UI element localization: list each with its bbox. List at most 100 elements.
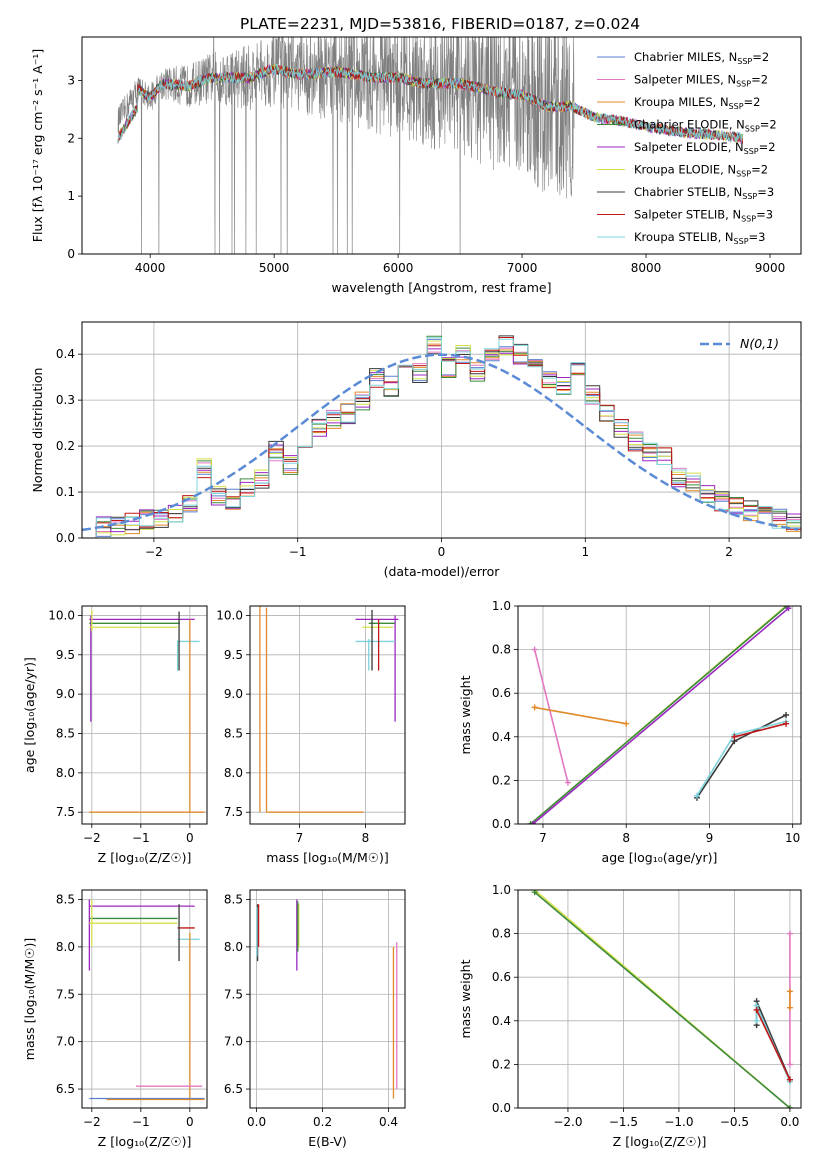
y-axis-label: Normed distribution (30, 368, 45, 493)
legend-label: Salpeter STELIB, NSSP=3 (634, 208, 773, 224)
weight-line (529, 606, 788, 824)
plot-area-spectrum (117, 37, 744, 254)
normal-curve (82, 353, 799, 532)
x-tick-label: 9 (706, 831, 714, 845)
y-tick-label: 9.0 (224, 687, 243, 701)
y-axis-label: mass weight (458, 675, 473, 754)
y-tick-label: 0.4 (492, 730, 511, 744)
legend-label: Salpeter ELODIE, NSSP=2 (634, 140, 776, 156)
x-tick-label: 6000 (383, 261, 414, 275)
y-tick-label: 7.5 (56, 987, 75, 1001)
legend-label: N(0,1) (740, 336, 779, 351)
data-point (786, 1061, 793, 1068)
x-tick-label: −0.5 (720, 1115, 749, 1129)
x-axis-label: E(B-V) (308, 1134, 347, 1149)
x-tick-label: −2 (83, 831, 101, 845)
legend-rest: =2 (760, 118, 777, 132)
y-tick-label: 0.8 (492, 643, 511, 657)
weight-line (755, 1009, 791, 1081)
axes-weight_vs_age: 7 8 9 10 0.0 0.2 0.4 0.6 0.8 1.0 age [log₁₀(age/yr… (458, 599, 802, 865)
y-tick-label: 8.0 (56, 940, 75, 954)
x-axis-label: age [log₁₀(age/yr)] (602, 850, 718, 865)
data-point (753, 1017, 760, 1024)
y-tick-label: 7.0 (224, 1035, 243, 1049)
observed-spectrum (117, 37, 575, 254)
y-axis-label: age [log₁₀(age/yr)] (22, 657, 37, 773)
residual-histogram (82, 337, 801, 538)
data-point (527, 821, 534, 824)
y-axis-label: mass [log₁₀(M/M☉)] (22, 938, 37, 1060)
x-axis-label: Z [log₁₀(Z/Z☉)] (613, 1134, 707, 1149)
y-tick-label: 1.0 (492, 599, 511, 613)
x-tick-label: 0 (438, 545, 446, 559)
weight-line (734, 722, 787, 738)
x-tick-label: 0 (186, 1115, 194, 1129)
y-tick-label: 10.0 (216, 608, 243, 622)
data-point (564, 779, 571, 786)
y-tick-label: 8.5 (224, 726, 243, 740)
y-tick-label: 3 (67, 73, 75, 87)
data-point (693, 792, 700, 799)
y-axis-label: mass weight (458, 959, 473, 1038)
data-point (783, 720, 790, 727)
axes-frame (81, 36, 802, 255)
legend-label: Chabrier ELODIE, NSSP=2 (634, 118, 777, 134)
legend-subscript: SSP (734, 237, 749, 246)
x-axis-label: Z [log₁₀(Z/Z☉)] (98, 1134, 192, 1149)
legend-label: Kroupa STELIB, NSSP=3 (634, 230, 765, 246)
axes-mass_vs_Z: −2 −1 0 6.5 7.0 7.5 8.0 8.5 Z [log₁₀(Z/Z☉)] mass … (22, 889, 208, 1149)
legend-rest: =2 (744, 95, 761, 109)
y-tick-label: 0.4 (492, 1014, 511, 1028)
weight-line (696, 720, 787, 797)
axes-residuals: −2 −1 0 1 2 0.0 0.1 0.2 0.3 0.4 (data-model)/error… (30, 321, 802, 579)
y-tick-label: 0.0 (56, 531, 75, 545)
x-tick-label: 0.4 (379, 1115, 398, 1129)
axes-frame (517, 889, 802, 1109)
x-tick-label: −1 (289, 545, 307, 559)
legend-label: Salpeter MILES, NSSP=2 (634, 73, 768, 89)
data-point (529, 821, 536, 824)
x-tick-label: 7 (296, 831, 304, 845)
y-tick-label: 10.0 (48, 608, 75, 622)
legend-subscript: SSP (744, 147, 759, 156)
y-tick-label: 8.0 (224, 766, 243, 780)
plot-area-mass_vs_ebv (256, 899, 398, 1099)
legend-subscript: SSP (742, 192, 757, 201)
data-point (731, 733, 738, 740)
x-tick-label: 0.2 (313, 1115, 332, 1129)
y-tick-label: 9.0 (56, 687, 75, 701)
axes-age_vs_Z: −2 −1 0 7.5 8.0 8.5 9.0 9.5 10.0 Z [log₁₀(Z/Z☉)] a… (22, 605, 208, 865)
legend-label: Kroupa ELODIE, NSSP=2 (634, 163, 768, 179)
y-tick-label: 8.0 (56, 766, 75, 780)
weight-line (534, 706, 627, 725)
y-tick-label: 8.0 (224, 940, 243, 954)
y-tick-label: 0.4 (56, 347, 75, 361)
legend-label: Chabrier STELIB, NSSP=3 (634, 185, 774, 201)
legend-rest: =2 (751, 73, 768, 87)
y-tick-label: 0.8 (492, 927, 511, 941)
plot-area-age_vs_mass (259, 606, 399, 813)
axes-frame (249, 889, 406, 1109)
y-tick-label: 1 (67, 189, 75, 203)
legend-subscript: SSP (737, 57, 752, 66)
legend-label: Kroupa MILES, NSSP=2 (634, 95, 760, 111)
y-tick-label: 6.5 (56, 1082, 75, 1096)
y-tick-label: 8.5 (56, 892, 75, 906)
axes-frame (81, 321, 802, 539)
axes-weight_vs_Z: −2.0 −1.5 −1.0 −0.5 0.0 0.0 0.2 0.4 0.6 0.8 1.0 Z [… (458, 883, 802, 1149)
x-tick-label: −2 (83, 1115, 101, 1129)
x-tick-label: −1 (132, 1115, 150, 1129)
y-tick-label: 0.2 (492, 1057, 511, 1071)
axes-frame (81, 889, 208, 1109)
figure-title: PLATE=2231, MJD=53816, FIBERID=0187, z=0… (240, 15, 640, 33)
y-tick-label: 6.5 (224, 1082, 243, 1096)
plot-area-mass_vs_Z (88, 899, 205, 1101)
data-point (786, 1076, 793, 1083)
legend-subscript: SSP (741, 215, 756, 224)
x-tick-label: −2 (145, 545, 163, 559)
y-tick-label: 0.6 (492, 686, 511, 700)
y-tick-label: 0 (67, 247, 75, 261)
y-tick-label: 0.2 (492, 773, 511, 787)
axes-frame (81, 605, 208, 825)
